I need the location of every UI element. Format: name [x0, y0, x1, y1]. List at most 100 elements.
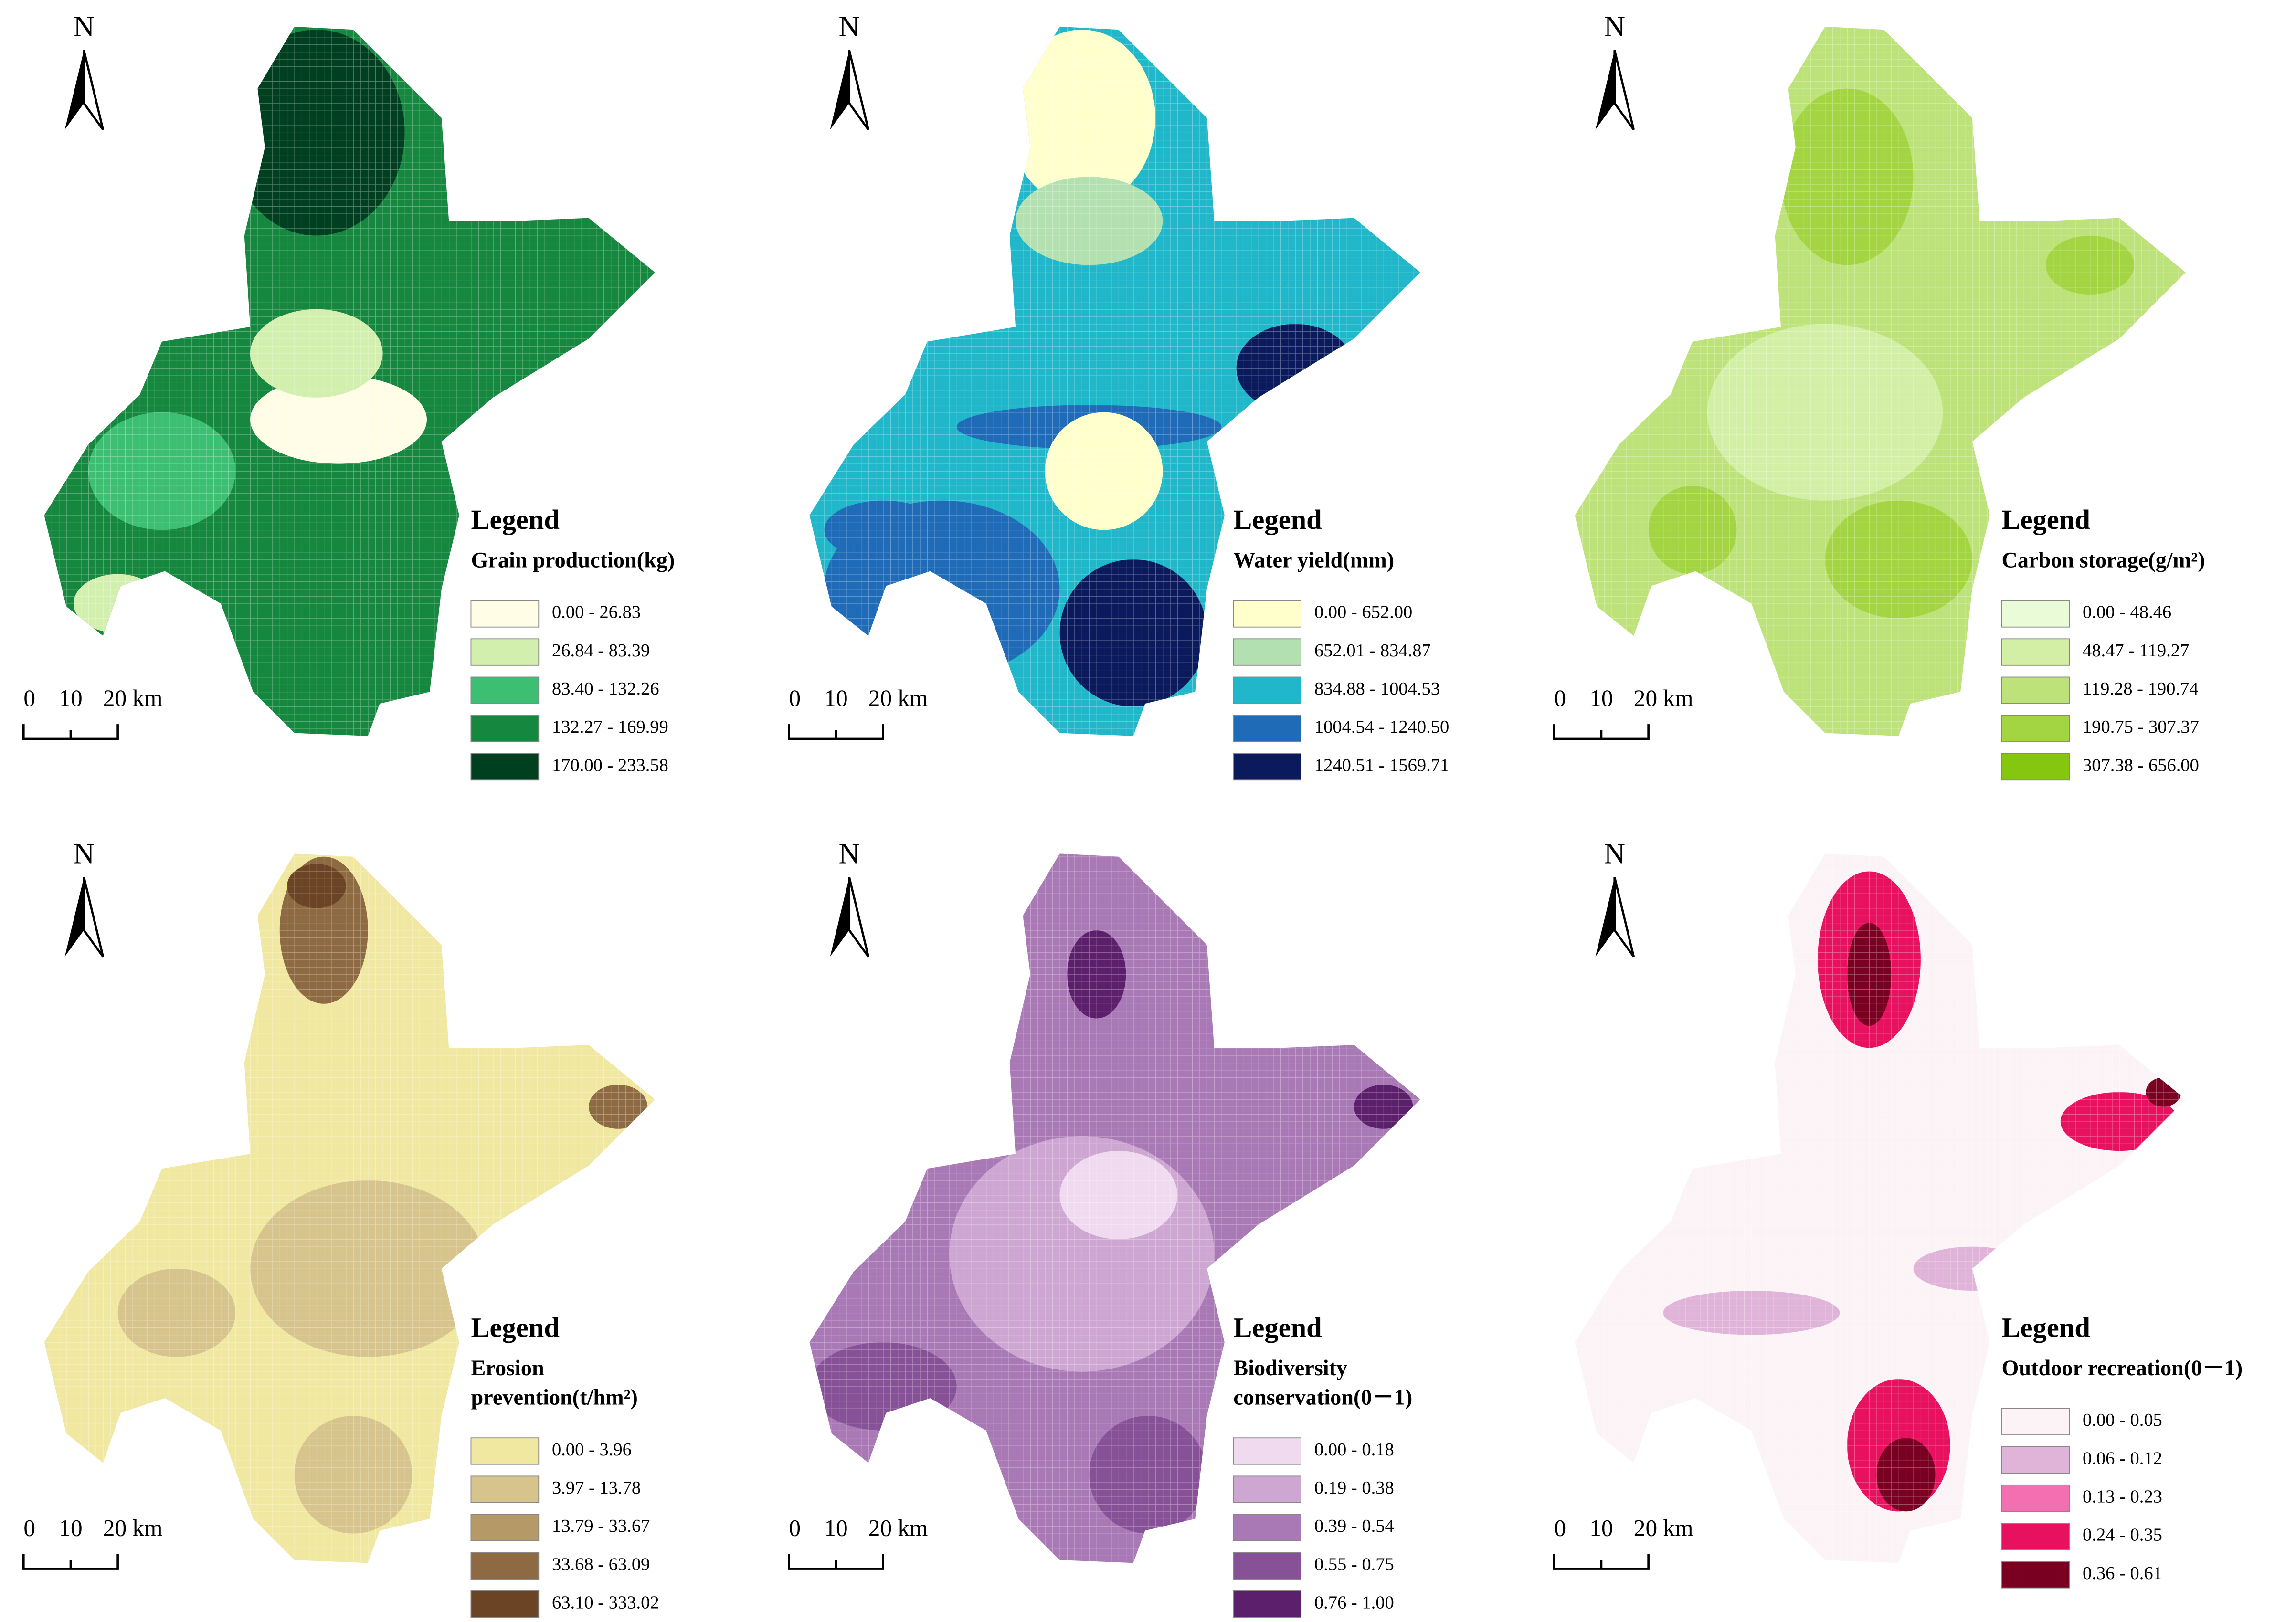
legend-class-label: 0.55 - 0.75 [1314, 1554, 1394, 1574]
legend-swatch [1233, 1437, 1302, 1465]
north-arrow [1613, 877, 1635, 958]
map [44, 26, 655, 736]
scale-label: 20 km [1634, 1515, 1693, 1541]
scale-label: 20 km [868, 1515, 928, 1541]
legend-label: Outdoor recreation(0－1) [2001, 1356, 2243, 1380]
legend-title: Legend [1233, 504, 1322, 535]
legend-swatch [470, 1437, 540, 1465]
scale-label: 0 [1554, 1515, 1566, 1541]
legend-swatch [1233, 676, 1302, 704]
legend-swatch [2001, 1523, 2070, 1550]
map-grid [809, 853, 1420, 1563]
legend-title: Legend [471, 1312, 559, 1343]
scale-label: 20 km [103, 685, 163, 711]
map [809, 853, 1420, 1563]
scale-bar [788, 1554, 884, 1570]
map [44, 853, 655, 1563]
legend-swatch [2001, 1561, 2070, 1589]
map-grid [44, 853, 655, 1563]
legend-class-label: 3.97 - 13.78 [552, 1478, 641, 1498]
legend-class-label: 48.47 - 119.27 [2083, 641, 2189, 661]
legend-swatch [2001, 676, 2070, 704]
north-arrow [848, 50, 870, 131]
scale-label: 20 km [868, 685, 928, 711]
legend-swatch [470, 1590, 540, 1618]
legend-swatch [470, 753, 540, 781]
legend-swatch [1233, 600, 1302, 628]
legend-label: Erosion [471, 1356, 544, 1380]
legend-class-label: 0.19 - 0.38 [1314, 1478, 1394, 1498]
legend-class-label: 83.40 - 132.26 [552, 679, 659, 699]
scale-label: 10 [59, 685, 82, 711]
legend-swatch [470, 638, 540, 666]
legend-class-label: 0.00 - 26.83 [552, 602, 641, 622]
north-arrow [83, 50, 105, 131]
legend-swatch [1233, 1475, 1302, 1503]
scale-label: 0 [789, 685, 801, 711]
legend-swatch [470, 676, 540, 704]
scale-label: 10 [59, 1515, 82, 1541]
map-panel: N 0 10 20 km Legend Erosion prevention(t/hm²) 0… [22, 838, 659, 1618]
legend-swatch [1233, 715, 1302, 743]
north-arrow [1595, 877, 1615, 957]
scale-bar [22, 724, 119, 740]
map [1575, 853, 2186, 1563]
legend-swatch [2001, 1484, 2070, 1512]
north-arrow [1595, 50, 1615, 130]
legend-swatch [2001, 600, 2070, 628]
north-label: N [838, 11, 860, 43]
legend-title: Legend [2001, 1312, 2090, 1343]
north-label: N [73, 11, 95, 43]
legend-class-label: 834.88 - 1004.53 [1314, 679, 1440, 699]
north-label: N [838, 838, 860, 870]
scale-label: 10 [1589, 685, 1613, 711]
scale-bar [1553, 724, 1650, 740]
north-arrow [848, 877, 870, 958]
legend-swatch [1233, 753, 1302, 781]
legend-title: Legend [2001, 504, 2090, 535]
legend-swatch [2001, 715, 2070, 743]
legend-swatch [2001, 1408, 2070, 1435]
legend-swatch [2001, 753, 2070, 781]
scale-label: 0 [1554, 685, 1566, 711]
north-arrow [83, 877, 105, 958]
scale-label: 10 [1589, 1515, 1613, 1541]
map-panel: N 0 10 20 km Legend Grain production(kg) 0.00 … [22, 11, 675, 781]
legend-swatch [1233, 1590, 1302, 1618]
legend-label: conservation(0－1) [1233, 1386, 1412, 1410]
scale-label: 20 km [1634, 685, 1693, 711]
legend-class-label: 63.10 - 333.02 [552, 1592, 659, 1612]
legend-class-label: 33.68 - 63.09 [552, 1554, 650, 1574]
legend-class-label: 0.00 - 48.46 [2083, 602, 2171, 622]
legend-title: Legend [1233, 1312, 1322, 1343]
legend-swatch [1233, 1514, 1302, 1541]
legend-class-label: 0.00 - 652.00 [1314, 602, 1412, 622]
legend-title: Legend [471, 504, 559, 535]
north-arrow [1613, 50, 1635, 131]
scale-label: 0 [23, 685, 35, 711]
legend-class-label: 652.01 - 834.87 [1314, 641, 1431, 661]
map-panel: N 0 10 20 km Legend Biodiversity conservation(… [788, 838, 1420, 1618]
north-arrow [64, 50, 84, 130]
legend-label: Water yield(mm) [1233, 548, 1394, 573]
legend-label: Carbon storage(g/m²) [2001, 548, 2205, 573]
legend-class-label: 119.28 - 190.74 [2083, 679, 2199, 699]
legend-class-label: 0.00 - 3.96 [552, 1440, 632, 1460]
legend-swatch [1233, 638, 1302, 666]
north-label: N [1604, 838, 1625, 870]
north-arrow [830, 50, 849, 130]
scale-label: 10 [824, 1515, 847, 1541]
legend-swatch [470, 715, 540, 743]
legend-label: prevention(t/hm²) [471, 1386, 637, 1410]
legend-class-label: 132.27 - 169.99 [552, 717, 668, 737]
map-grid [1575, 853, 2186, 1563]
legend-class-label: 1004.54 - 1240.50 [1314, 717, 1449, 737]
legend-label: Grain production(kg) [471, 548, 675, 573]
legend-class-label: 0.00 - 0.18 [1314, 1440, 1394, 1460]
legend-class-label: 0.36 - 0.61 [2083, 1563, 2162, 1583]
legend-swatch [470, 1514, 540, 1541]
legend-class-label: 0.24 - 0.35 [2083, 1525, 2162, 1545]
scale-bar [22, 1554, 119, 1570]
scale-bar [1553, 1554, 1650, 1570]
